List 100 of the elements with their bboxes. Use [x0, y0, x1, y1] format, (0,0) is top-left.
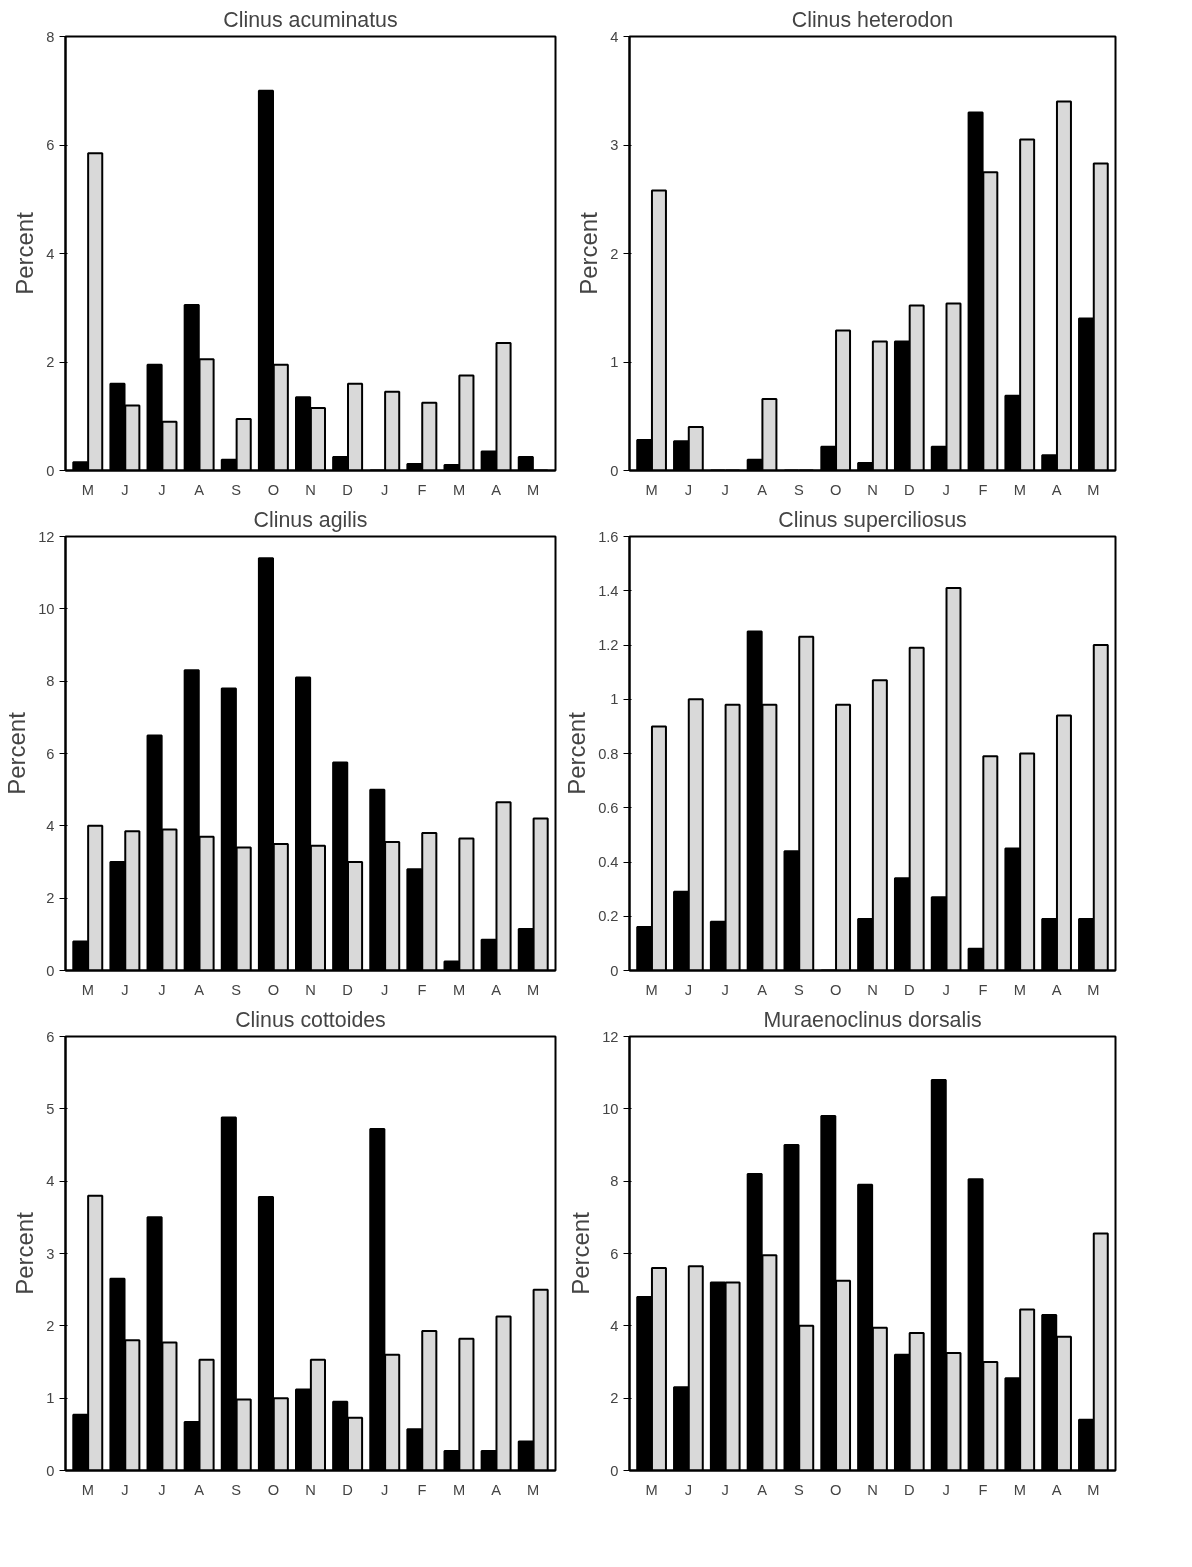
y-tick-label: 0: [610, 962, 619, 979]
x-tick-label: J: [684, 1481, 693, 1498]
x-tick-label: A: [757, 481, 768, 498]
x-tick-label: F: [978, 1481, 988, 1498]
chart-title: Muraenoclinus dorsalis: [763, 1007, 982, 1032]
x-tick-label: F: [417, 981, 427, 998]
x-tick-label: M: [452, 981, 466, 998]
x-tick-label: M: [527, 1481, 540, 1498]
chart-title: Clinus acuminatus: [223, 7, 398, 32]
chart-title: Clinus heterodon: [791, 7, 954, 32]
y-axis-title: Percent: [11, 211, 39, 295]
chart-title: Clinus superciliosus: [778, 507, 967, 532]
x-tick-label: A: [1051, 1481, 1062, 1498]
x-tick-label: J: [158, 981, 166, 998]
y-tick-label: 8: [46, 673, 55, 690]
x-tick-label: N: [867, 981, 878, 998]
x-tick-label: S: [231, 1481, 242, 1498]
x-tick-label: N: [305, 481, 316, 498]
x-tick-label: M: [1087, 481, 1100, 498]
x-tick-label: J: [381, 981, 389, 998]
y-tick-label: 0.2: [598, 908, 619, 925]
y-tick-label: 8: [46, 28, 55, 45]
y-tick-label: 0.6: [598, 799, 619, 816]
y-tick-label: 2: [46, 354, 55, 370]
x-tick-label: J: [158, 481, 166, 498]
y-tick-label: 2: [610, 245, 619, 262]
y-tick-label: 2: [46, 890, 55, 907]
x-tick-label: O: [829, 481, 842, 498]
x-tick-label: F: [417, 1481, 427, 1498]
y-axis-title: Percent: [3, 711, 31, 795]
y-tick-label: 1: [610, 354, 619, 370]
x-tick-label: N: [305, 1481, 316, 1498]
x-tick-label: M: [527, 981, 540, 998]
x-tick-label: M: [81, 1481, 94, 1498]
y-tick-label: 0: [46, 1462, 55, 1479]
x-tick-label: A: [194, 1481, 205, 1498]
y-tick-label: 3: [610, 137, 619, 153]
x-tick-label: F: [978, 481, 988, 498]
x-tick-label: S: [231, 981, 242, 998]
x-tick-label: A: [194, 481, 205, 498]
x-tick-label: M: [452, 481, 466, 498]
x-tick-label: S: [231, 481, 242, 498]
x-tick-label: A: [1051, 981, 1062, 998]
x-tick-label: D: [904, 481, 915, 498]
y-tick-label: 6: [46, 745, 55, 762]
y-tick-label: 1.6: [598, 528, 619, 545]
x-tick-label: F: [417, 481, 427, 498]
x-tick-label: A: [1051, 481, 1062, 498]
x-tick-label: A: [194, 981, 205, 998]
x-tick-label: M: [645, 981, 658, 998]
x-tick-label: J: [721, 981, 729, 998]
y-tick-label: 5: [46, 1100, 55, 1117]
x-tick-label: M: [81, 481, 94, 498]
y-axis-title: Percent: [563, 711, 591, 795]
x-tick-label: M: [1087, 1481, 1100, 1498]
x-tick-label: M: [1087, 981, 1100, 998]
x-tick-label: A: [491, 1481, 502, 1498]
chart-title: Clinus cottoides: [235, 1007, 386, 1032]
x-tick-label: J: [684, 981, 693, 998]
y-tick-label: 0: [610, 462, 619, 479]
y-axis-title: Percent: [567, 1211, 595, 1295]
x-tick-label: J: [721, 481, 729, 498]
x-tick-label: D: [904, 1481, 915, 1498]
x-tick-label: J: [942, 481, 950, 498]
x-tick-label: S: [793, 1481, 804, 1498]
y-tick-label: 1.2: [598, 637, 619, 653]
x-tick-label: D: [342, 481, 353, 498]
y-tick-label: 3: [46, 1245, 55, 1262]
x-tick-label: M: [452, 1481, 466, 1498]
y-tick-label: 6: [46, 1028, 55, 1045]
y-tick-label: 0.8: [598, 745, 619, 762]
y-axis-title: Percent: [11, 1211, 39, 1295]
x-tick-label: O: [267, 481, 280, 498]
x-tick-label: A: [491, 981, 502, 998]
x-tick-label: O: [829, 1481, 842, 1498]
y-tick-label: 8: [610, 1173, 619, 1190]
x-tick-label: A: [491, 481, 502, 498]
x-tick-label: M: [645, 1481, 658, 1498]
x-tick-label: M: [81, 981, 94, 998]
y-tick-label: 6: [610, 1245, 619, 1262]
x-tick-label: F: [978, 981, 988, 998]
x-tick-label: J: [121, 981, 129, 998]
x-tick-label: M: [527, 481, 540, 498]
x-tick-label: J: [121, 1481, 129, 1498]
x-tick-label: J: [942, 1481, 950, 1498]
y-tick-label: 12: [602, 1028, 619, 1045]
y-tick-label: 0.4: [598, 854, 619, 870]
x-tick-label: S: [793, 481, 804, 498]
x-tick-label: A: [757, 1481, 768, 1498]
x-tick-label: J: [942, 981, 950, 998]
y-tick-label: 2: [46, 1317, 55, 1334]
x-tick-label: A: [757, 981, 768, 998]
y-tick-label: 4: [46, 1173, 55, 1190]
x-tick-label: J: [381, 481, 389, 498]
x-tick-label: J: [121, 481, 129, 498]
y-tick-label: 1: [610, 691, 619, 708]
y-axis-title: Percent: [575, 211, 603, 295]
y-tick-label: 10: [602, 1100, 619, 1117]
x-tick-label: M: [1013, 481, 1026, 498]
x-tick-label: J: [684, 481, 693, 498]
